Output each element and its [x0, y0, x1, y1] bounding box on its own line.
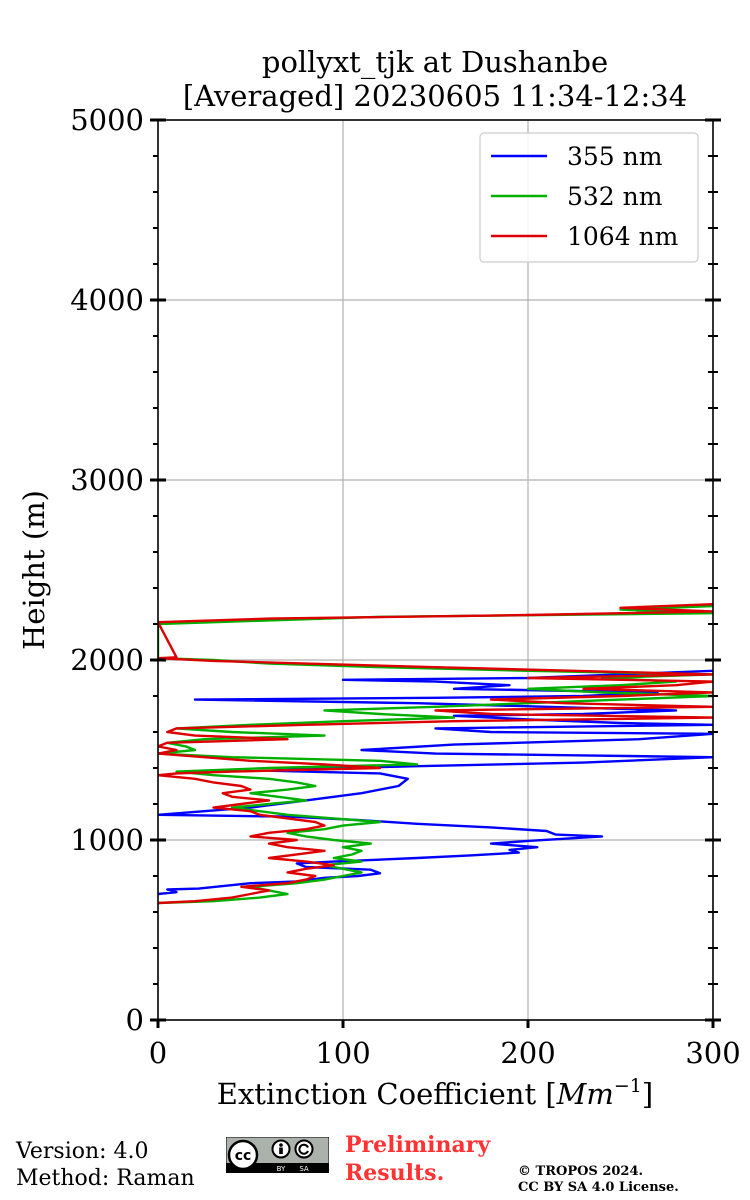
copyright-line1: © TROPOS 2024.	[518, 1164, 644, 1179]
x-tick-label: 100	[315, 1036, 370, 1070]
x-tick-label: 0	[149, 1036, 167, 1070]
method-text: Method: Raman	[16, 1166, 195, 1191]
series-line-1064-nm	[158, 603, 713, 905]
series-line-532-nm	[158, 604, 713, 905]
cc-text: cc	[235, 1148, 252, 1164]
legend-label-355-nm: 355 nm	[567, 142, 663, 171]
y-tick-label: 5000	[70, 103, 144, 137]
copyright-notice: © TROPOS 2024. CC BY SA 4.0 License.	[518, 1164, 679, 1196]
cc-sa-text: SA	[299, 1165, 309, 1173]
legend-label-532-nm: 532 nm	[567, 182, 663, 211]
legend-label-1064-nm: 1064 nm	[567, 222, 679, 251]
y-tick-label: 1000	[70, 823, 144, 857]
cc-by-sa-logo: cc BY SA	[226, 1137, 329, 1173]
version-text: Version: 4.0	[16, 1139, 149, 1164]
copyright-line2: CC BY SA 4.0 License.	[518, 1180, 679, 1195]
y-tick-label: 3000	[70, 463, 144, 497]
chart-title-line2: [Averaged] 20230605 11:34-12:34	[183, 79, 687, 113]
chart-title-line1: pollyxt_tjk at Dushanbe	[262, 45, 608, 80]
axis-ticks: 0 1000 2000 3000 4000 5000 0 100 200 300	[70, 103, 740, 1070]
x-tick-label: 300	[685, 1036, 740, 1070]
y-tick-label: 2000	[70, 643, 144, 677]
x-tick-label: 200	[500, 1036, 555, 1070]
series-lines	[158, 603, 713, 905]
y-tick-label: 0	[126, 1003, 144, 1037]
extinction-chart: pollyxt_tjk at Dushanbe [Averaged] 20230…	[17, 45, 741, 1111]
legend: 355 nm 532 nm 1064 nm	[479, 132, 699, 263]
legend-box	[479, 132, 699, 263]
plot-frame	[157, 119, 714, 1021]
cc-by-text: BY	[277, 1165, 286, 1173]
y-axis-label: Height (m)	[17, 490, 51, 650]
preliminary-line2: Results.	[345, 1160, 445, 1186]
footer-info: Version: 4.0 Method: Raman	[16, 1138, 195, 1192]
preliminary-notice: Preliminary Results.	[345, 1131, 490, 1187]
series-line-355-nm	[158, 669, 713, 896]
preliminary-line1: Preliminary	[345, 1132, 491, 1158]
x-axis-label: Extinction Coefficient [Mm−1]	[217, 1075, 653, 1111]
y-tick-label: 4000	[70, 283, 144, 317]
